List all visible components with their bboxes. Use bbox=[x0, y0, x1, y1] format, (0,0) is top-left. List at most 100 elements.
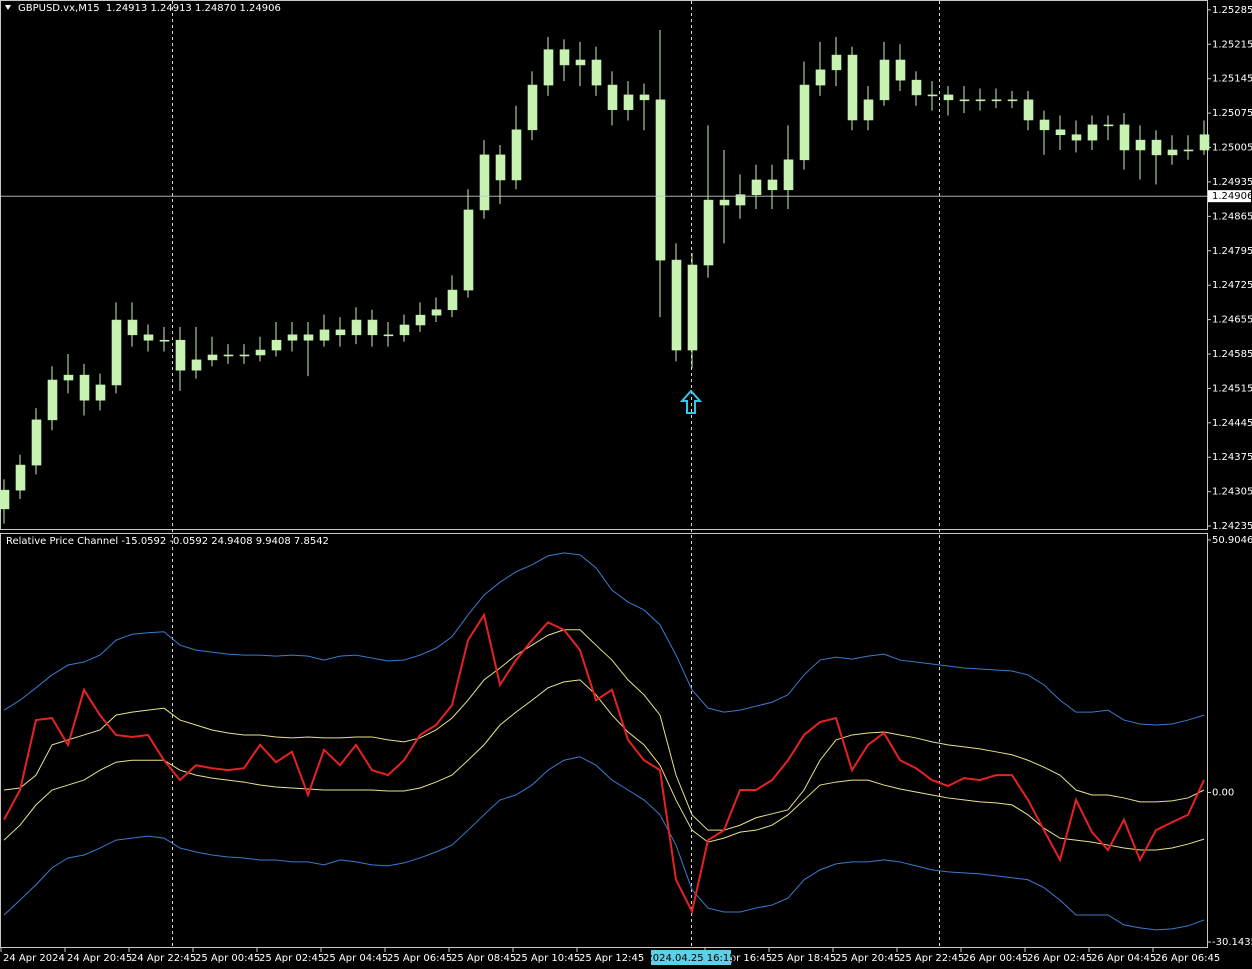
candle-body bbox=[399, 324, 410, 336]
indicator-line bbox=[3, 612, 1205, 915]
y-tick-label: 1.24795 bbox=[1212, 246, 1252, 257]
candle-body bbox=[239, 354, 250, 357]
y-tick-label: 1.24655 bbox=[1212, 315, 1252, 326]
x-tick-label: 24 Apr 20:45 bbox=[67, 953, 132, 964]
candle-body bbox=[799, 84, 810, 161]
candle-body bbox=[159, 339, 170, 342]
candle-body bbox=[911, 79, 922, 96]
y-tick-label: 1.24305 bbox=[1212, 487, 1252, 498]
candle-body bbox=[1039, 119, 1050, 131]
crosshair-price-label: 1.24906 bbox=[1212, 191, 1252, 202]
x-tick-label: 26 Apr 06:45 bbox=[1155, 953, 1220, 964]
indicator-line bbox=[3, 679, 1205, 851]
candle-body bbox=[47, 379, 58, 421]
candle-body bbox=[495, 154, 506, 181]
candle-body bbox=[127, 319, 138, 336]
candle-body bbox=[383, 334, 394, 337]
price-pane bbox=[0, 0, 1208, 530]
candle-body bbox=[671, 259, 682, 351]
candle-body bbox=[143, 334, 154, 341]
candle-body bbox=[943, 94, 954, 101]
candle-body bbox=[847, 54, 858, 121]
candle-body bbox=[959, 99, 970, 102]
x-tick-label: 25 Apr 08:45 bbox=[451, 953, 516, 964]
candle-body bbox=[1119, 124, 1130, 151]
y-tick-label: 1.24725 bbox=[1212, 280, 1252, 291]
candle-body bbox=[735, 194, 746, 206]
candle-body bbox=[175, 339, 186, 371]
x-tick-label: 25 Apr 04:45 bbox=[323, 953, 388, 964]
y-tick-label: 1.24585 bbox=[1212, 349, 1252, 360]
candle-body bbox=[991, 99, 1002, 102]
y-tick-label: 1.25145 bbox=[1212, 74, 1252, 85]
candle-body bbox=[15, 464, 26, 491]
candle-body bbox=[511, 129, 522, 181]
candle-body bbox=[1183, 149, 1194, 152]
candle-body bbox=[1135, 139, 1146, 151]
candle-body bbox=[1007, 99, 1018, 102]
candle-body bbox=[287, 334, 298, 341]
x-tick-label: 24 Apr 22:45 bbox=[131, 953, 196, 964]
y-tick-label: 1.25285 bbox=[1212, 5, 1252, 16]
candle-body bbox=[191, 359, 202, 371]
y-tick-label: 1.25215 bbox=[1212, 39, 1252, 50]
candle-body bbox=[607, 84, 618, 110]
x-tick-label: 25 Apr 10:45 bbox=[515, 953, 580, 964]
candle-body bbox=[783, 159, 794, 191]
menu-triangle bbox=[5, 5, 11, 10]
candle-body bbox=[655, 99, 666, 261]
x-tick-label: 25 Apr 22:45 bbox=[899, 953, 964, 964]
x-tick-label: 25 Apr 00:45 bbox=[195, 953, 260, 964]
chart-title: GBPUSD.vx,M15 1.24913 1.24913 1.24870 1.… bbox=[18, 3, 281, 14]
candle-body bbox=[463, 209, 474, 291]
candle-body bbox=[703, 199, 714, 266]
y-tick-label: 1.24865 bbox=[1212, 211, 1252, 222]
y-tick-label: 1.25005 bbox=[1212, 143, 1252, 154]
x-tick-label: 25 Apr 02:45 bbox=[259, 953, 324, 964]
x-tick-label: 26 Apr 02:45 bbox=[1027, 953, 1092, 964]
candle-body bbox=[479, 154, 490, 211]
candle-body bbox=[815, 69, 826, 86]
candle-body bbox=[575, 59, 586, 66]
y-tick-label: 1.24375 bbox=[1212, 452, 1252, 463]
x-tick-label: 26 Apr 04:45 bbox=[1091, 953, 1156, 964]
candle-body bbox=[431, 309, 442, 316]
candle-body bbox=[63, 374, 74, 381]
candle-body bbox=[319, 329, 330, 341]
crosshair-time-box bbox=[651, 950, 731, 965]
x-tick-label: 25 Apr 20:45 bbox=[835, 953, 900, 964]
candle-body bbox=[1151, 139, 1162, 156]
candle-body bbox=[95, 384, 106, 401]
y-tick-label: -30.1435 bbox=[1212, 937, 1252, 948]
candle-body bbox=[111, 319, 122, 386]
candle-body bbox=[767, 179, 778, 191]
y-tick-label: 1.24445 bbox=[1212, 418, 1252, 429]
candle-body bbox=[1103, 124, 1114, 127]
indicator-pane bbox=[0, 533, 1208, 948]
candle-body bbox=[1023, 99, 1034, 121]
candle-body bbox=[207, 354, 218, 361]
candle-body bbox=[367, 319, 378, 336]
candle-body bbox=[223, 354, 234, 357]
candle-body bbox=[719, 199, 730, 206]
crosshair-time-label: 2024.04.25 16:15 bbox=[646, 953, 735, 964]
x-tick-label: 25 Apr 18:45 bbox=[771, 953, 836, 964]
candle-body bbox=[79, 374, 90, 401]
candle-body bbox=[863, 99, 874, 121]
candle-body bbox=[527, 84, 538, 131]
indicator-line bbox=[3, 756, 1205, 931]
y-tick-label: 1.24515 bbox=[1212, 383, 1252, 394]
y-tick-label: 1.25075 bbox=[1212, 108, 1252, 119]
candle-body bbox=[415, 314, 426, 326]
candle-body bbox=[975, 99, 986, 102]
candle-body bbox=[1199, 134, 1210, 151]
x-tick-label: 24 Apr 2024 bbox=[3, 953, 65, 964]
indicator-line bbox=[3, 629, 1205, 831]
x-tick-label: 25 Apr 06:45 bbox=[387, 953, 452, 964]
candle-body bbox=[559, 49, 570, 66]
indicator-line bbox=[3, 552, 1205, 726]
candle-body bbox=[751, 179, 762, 196]
y-tick-label: 50.9046 bbox=[1212, 535, 1252, 546]
candle-body bbox=[831, 54, 842, 71]
